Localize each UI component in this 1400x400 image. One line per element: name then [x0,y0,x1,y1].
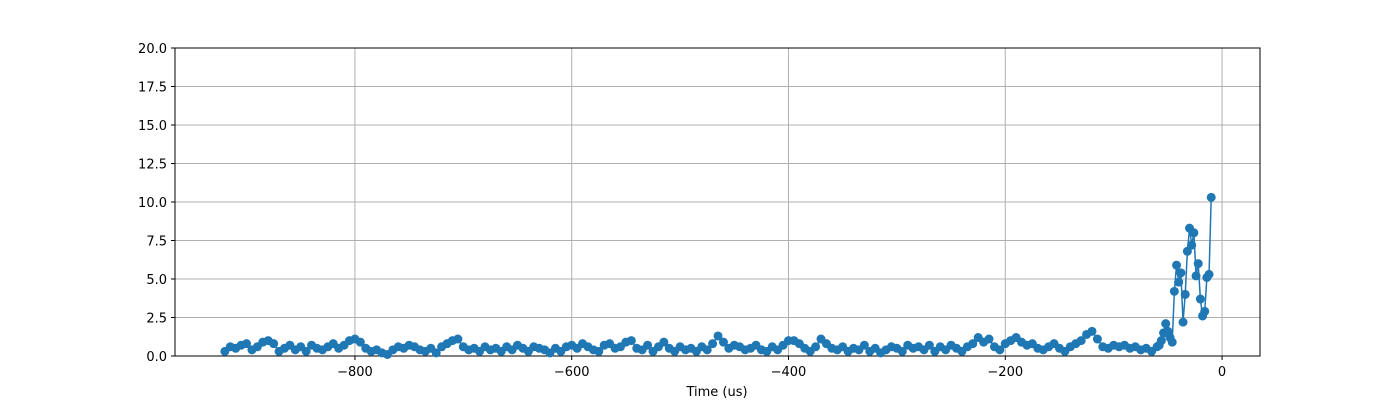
data-point [1172,260,1182,270]
data-point [1187,240,1197,250]
y-tick-label: 7.5 [146,235,167,250]
y-tick-label: 2.5 [146,312,167,327]
data-point [1092,334,1102,344]
data-point [1176,268,1186,278]
y-tick-label: 10.0 [138,196,167,211]
data-point [702,345,712,355]
data-point [643,340,653,350]
data-point [594,346,604,356]
data-point [713,331,723,341]
data-point [1200,306,1210,316]
data-point [924,340,934,350]
data-point [301,346,311,356]
x-tick-label: 0 [1218,365,1226,380]
y-tick-label: 0.0 [146,350,167,365]
data-point [1161,319,1171,329]
y-tick-label: 17.5 [138,81,167,96]
data-point [1169,286,1179,296]
data-point [995,345,1005,355]
x-axis-label: Time (us) [685,385,747,400]
data-point [1087,326,1097,336]
y-tick-label: 12.5 [138,158,167,173]
data-point [718,337,728,347]
y-tick-label: 15.0 [138,119,167,134]
data-point [708,339,718,349]
data-point [242,339,252,349]
x-tick-label: −600 [554,365,590,380]
data-point [1195,294,1205,304]
data-point [453,334,463,344]
data-point [811,342,821,352]
data-point [1180,289,1190,299]
series-line [224,197,1212,356]
data-point [968,339,978,349]
data-point [1178,317,1188,327]
y-tick-label: 5.0 [146,273,167,288]
data-point [431,348,441,358]
data-point [626,336,636,346]
x-tick-label: −800 [337,365,373,380]
data-point [859,340,869,350]
data-point [1174,277,1184,287]
data-point [1167,337,1177,347]
y-tick-label: 20.0 [138,42,167,57]
data-point [1156,336,1166,346]
data-point [1193,259,1203,269]
data-point [269,339,279,349]
plot-frame [174,47,1261,357]
data-point [1189,228,1199,238]
data-point [1191,271,1201,281]
x-tick-label: −400 [771,365,807,380]
data-point [1076,336,1086,346]
data-point [659,337,669,347]
data-point [1204,269,1214,279]
x-tick-label: −200 [987,365,1023,380]
data-point [984,334,994,344]
data-point [897,346,907,356]
data-point [355,337,365,347]
data-point [1206,192,1216,202]
